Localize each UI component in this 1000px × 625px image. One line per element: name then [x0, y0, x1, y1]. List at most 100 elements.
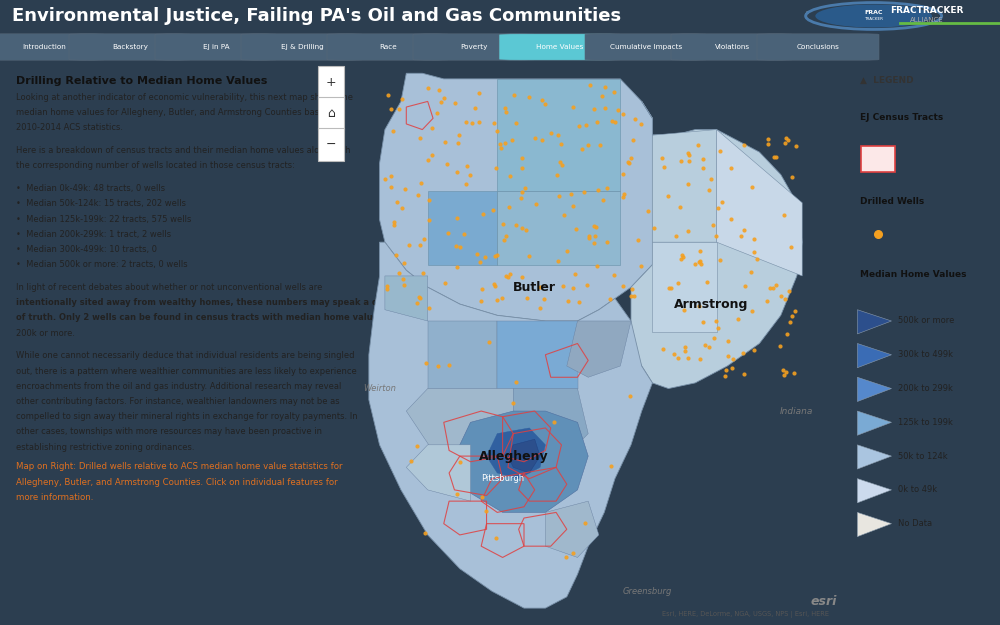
- Polygon shape: [487, 428, 545, 479]
- Text: EJ & Drilling: EJ & Drilling: [281, 44, 323, 50]
- Point: [458, 117, 474, 127]
- Text: EJ in PA: EJ in PA: [203, 44, 229, 50]
- FancyBboxPatch shape: [241, 34, 363, 60]
- Text: encroachments from the oil and gas industry. Additional research may reveal: encroachments from the oil and gas indus…: [16, 382, 341, 391]
- Text: Allegheny: Allegheny: [478, 449, 548, 462]
- Point: [762, 283, 778, 293]
- Point: [786, 368, 802, 378]
- Point: [622, 391, 638, 401]
- Text: Introduction: Introduction: [22, 44, 66, 50]
- Point: [554, 160, 570, 170]
- Point: [597, 82, 613, 92]
- Point: [391, 104, 407, 114]
- Text: Pittsburgh: Pittsburgh: [481, 474, 524, 483]
- Text: Looking at another indicator of economic vulnerability, this next map shows the: Looking at another indicator of economic…: [16, 93, 352, 102]
- Point: [625, 135, 641, 145]
- Polygon shape: [567, 321, 631, 378]
- Point: [474, 492, 490, 502]
- Point: [673, 156, 689, 166]
- Text: intentionally sited away from wealthy homes, these numbers may speak a degree: intentionally sited away from wealthy ho…: [16, 298, 405, 307]
- Point: [680, 226, 696, 236]
- Point: [417, 528, 433, 538]
- Point: [472, 257, 488, 267]
- Point: [620, 157, 636, 167]
- Polygon shape: [545, 501, 599, 558]
- Point: [691, 257, 707, 267]
- Text: ▲  LEGEND: ▲ LEGEND: [860, 76, 914, 85]
- Point: [489, 126, 505, 136]
- Text: •  Median 50k-124k: 15 tracts, 202 wells: • Median 50k-124k: 15 tracts, 202 wells: [16, 199, 186, 208]
- Text: esri: esri: [811, 595, 837, 608]
- Point: [424, 122, 440, 132]
- Point: [410, 190, 426, 200]
- Point: [401, 239, 417, 249]
- Text: +: +: [326, 76, 336, 89]
- Point: [448, 241, 464, 251]
- Text: No Data: No Data: [898, 519, 932, 528]
- Point: [712, 146, 728, 156]
- Point: [746, 345, 762, 355]
- Text: 125k to 199k: 125k to 199k: [898, 418, 953, 427]
- Text: Backstory: Backstory: [112, 44, 148, 50]
- Point: [615, 281, 631, 291]
- Text: Violations: Violations: [714, 44, 750, 50]
- Point: [450, 138, 466, 148]
- Point: [478, 506, 494, 516]
- Polygon shape: [717, 129, 802, 276]
- Text: Weirton: Weirton: [363, 384, 396, 393]
- Point: [409, 298, 425, 308]
- Point: [502, 269, 518, 279]
- Text: EJ Census Tracts: EJ Census Tracts: [860, 112, 944, 122]
- Point: [633, 261, 649, 271]
- Point: [568, 224, 584, 234]
- Point: [514, 187, 530, 197]
- Point: [586, 238, 602, 248]
- Point: [494, 293, 510, 303]
- FancyBboxPatch shape: [318, 66, 344, 99]
- Point: [440, 228, 456, 238]
- Point: [513, 192, 529, 202]
- Point: [681, 156, 697, 166]
- Point: [436, 94, 452, 104]
- Point: [420, 83, 436, 93]
- Point: [787, 306, 803, 316]
- Text: ⌂: ⌂: [327, 107, 335, 120]
- Point: [577, 518, 593, 528]
- Point: [508, 219, 524, 229]
- Point: [615, 192, 631, 202]
- Point: [746, 248, 762, 258]
- Point: [550, 256, 566, 266]
- Point: [430, 361, 446, 371]
- Point: [581, 233, 597, 243]
- Text: Map on Right: Drilled wells relative to ACS median home value statistics for: Map on Right: Drilled wells relative to …: [16, 462, 342, 471]
- Point: [412, 293, 428, 303]
- Point: [486, 279, 502, 289]
- Point: [553, 139, 569, 149]
- Text: other contributing factors. For instance, wealthier landowners may not be as: other contributing factors. For instance…: [16, 397, 339, 406]
- Text: f  ✦  ⚓: f ✦ ⚓: [805, 11, 840, 21]
- Point: [765, 283, 781, 293]
- Point: [766, 152, 782, 162]
- Point: [589, 117, 605, 127]
- Point: [589, 261, 605, 271]
- Point: [396, 281, 412, 291]
- Point: [504, 135, 520, 145]
- Point: [723, 214, 739, 224]
- Point: [418, 357, 434, 367]
- Point: [385, 126, 401, 136]
- Point: [565, 102, 581, 112]
- Point: [736, 225, 752, 235]
- Point: [552, 157, 568, 167]
- Point: [514, 153, 530, 163]
- Point: [606, 87, 622, 97]
- Point: [389, 198, 405, 208]
- Point: [603, 461, 619, 471]
- Point: [486, 118, 502, 128]
- Text: establishing restrictive zoning ordinances.: establishing restrictive zoning ordinanc…: [16, 442, 194, 452]
- Point: [615, 109, 631, 119]
- Text: •  Median 0k-49k: 48 tracts, 0 wells: • Median 0k-49k: 48 tracts, 0 wells: [16, 184, 165, 193]
- Point: [534, 95, 550, 105]
- Point: [673, 254, 689, 264]
- Point: [416, 234, 432, 244]
- Point: [778, 367, 794, 377]
